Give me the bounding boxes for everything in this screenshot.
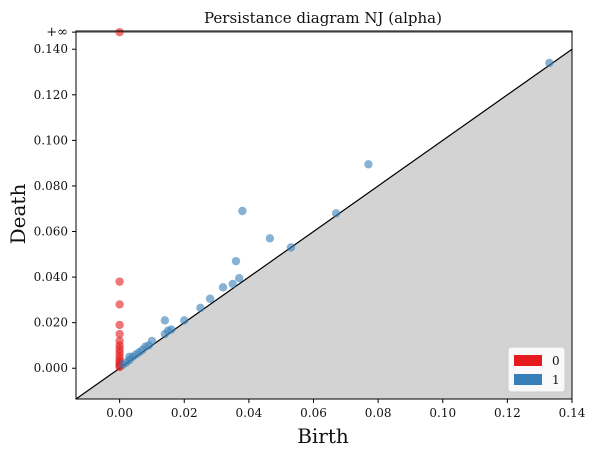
y-tick-label: 0.040 bbox=[34, 270, 68, 284]
point-series-1 bbox=[118, 360, 128, 370]
infinity-tick-label: +∞ bbox=[46, 25, 68, 40]
plot-frame bbox=[75, 30, 573, 400]
y-axis-label: Death bbox=[6, 184, 30, 245]
legend-label-1: 1 bbox=[552, 373, 560, 387]
point-series-1 bbox=[160, 329, 170, 339]
axis-ticks: 0.00 0.02 0.04 0.06 0.08 0.10 0.12 0.14 0.000 0.0… bbox=[34, 25, 586, 420]
point-series-0 bbox=[115, 329, 124, 339]
point-series-1 bbox=[160, 316, 170, 325]
diagonal-line bbox=[75, 48, 573, 400]
x-axis-label: Birth bbox=[297, 424, 349, 448]
legend-swatch-0 bbox=[514, 355, 542, 366]
x-tick-label: 0.00 bbox=[106, 406, 133, 420]
point-series-1 bbox=[205, 294, 215, 303]
plot-area bbox=[75, 27, 573, 400]
legend-swatch-1 bbox=[514, 374, 542, 385]
point-series-0 bbox=[115, 300, 124, 309]
point-series-0 bbox=[115, 277, 124, 286]
y-tick-label: 0.100 bbox=[34, 133, 68, 147]
x-tick-label: 0.06 bbox=[300, 406, 327, 420]
point-series-1 bbox=[364, 160, 373, 169]
point-series-1 bbox=[231, 256, 241, 266]
y-tick-label: 0.080 bbox=[34, 179, 68, 193]
point-series-1 bbox=[228, 279, 237, 289]
point-series-0 bbox=[115, 27, 124, 37]
y-tick-label: 0.120 bbox=[34, 88, 68, 102]
point-series-1 bbox=[196, 303, 205, 313]
y-tick-label: 0.140 bbox=[34, 42, 68, 56]
point-series-1 bbox=[331, 209, 341, 218]
legend: 01 bbox=[507, 346, 566, 393]
legend-label-0: 0 bbox=[552, 354, 560, 368]
point-series-1 bbox=[234, 274, 244, 283]
x-tick-label: 0.10 bbox=[429, 406, 456, 420]
point-series-1 bbox=[238, 206, 247, 216]
point-series-1 bbox=[545, 58, 554, 68]
x-tick-label: 0.14 bbox=[559, 406, 586, 420]
y-tick-label: 0.060 bbox=[34, 225, 68, 239]
y-tick-label: 0.020 bbox=[34, 316, 68, 330]
series-0-points bbox=[115, 27, 124, 372]
chart-title: Persistance diagram NJ (alpha) bbox=[204, 9, 442, 27]
x-tick-label: 0.02 bbox=[171, 406, 198, 420]
y-tick-label: 0.000 bbox=[34, 361, 68, 375]
point-series-1 bbox=[265, 234, 275, 243]
series-1-points bbox=[118, 58, 554, 370]
point-series-0 bbox=[115, 320, 124, 330]
point-series-1 bbox=[286, 243, 296, 252]
x-tick-label: 0.04 bbox=[236, 406, 263, 420]
point-series-1 bbox=[180, 316, 189, 325]
x-tick-label: 0.12 bbox=[494, 406, 521, 420]
x-tick-label: 0.08 bbox=[365, 406, 392, 420]
point-series-1 bbox=[218, 283, 228, 292]
